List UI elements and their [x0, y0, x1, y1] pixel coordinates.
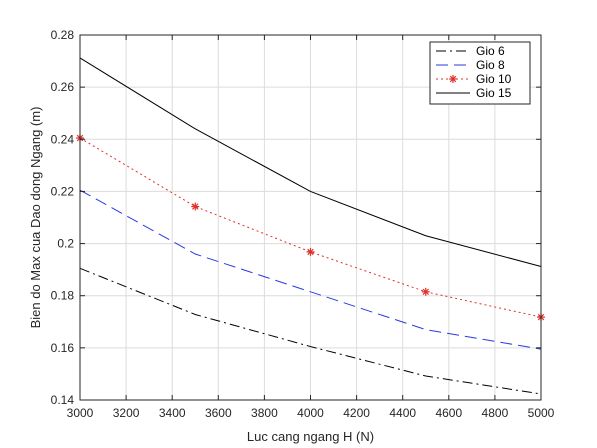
x-tick-label: 4400 — [389, 406, 416, 420]
x-tick-label: 4000 — [297, 406, 324, 420]
x-tick-label: 3200 — [113, 406, 140, 420]
series-line-4 — [79, 57, 542, 267]
x-tick-label: 4800 — [482, 406, 509, 420]
y-tick-label: 0.16 — [51, 341, 75, 355]
y-axis-label: Bien do Max cua Dao dong Ngang (m) — [28, 107, 43, 329]
y-tick-label: 0.22 — [51, 184, 75, 198]
x-tick-label: 3800 — [251, 406, 278, 420]
series-line-2 — [79, 189, 542, 350]
y-tick-label: 0.18 — [51, 289, 75, 303]
legend-label: Gio 8 — [476, 58, 505, 72]
series-line-1 — [79, 267, 542, 395]
x-tick-label: 3600 — [205, 406, 232, 420]
legend-label: Gio 10 — [476, 72, 512, 86]
series-3-point — [191, 202, 200, 211]
legend-label: Gio 15 — [476, 86, 512, 100]
x-tick-label: 3000 — [67, 406, 94, 420]
legend-marker — [449, 75, 457, 83]
x-tick-label: 3400 — [159, 406, 186, 420]
x-tick-label: 4200 — [343, 406, 370, 420]
y-tick-label: 0.2 — [57, 237, 74, 251]
y-tick-label: 0.14 — [51, 393, 75, 407]
legend-label: Gio 6 — [476, 44, 505, 58]
x-tick-label: 4600 — [435, 406, 462, 420]
y-tick-label: 0.28 — [51, 28, 75, 42]
series-3-point — [306, 247, 315, 256]
legend-box — [429, 41, 531, 105]
axis-ticks: 3000 3200 3400 3600 3800 4000 4200 4400 4600 4800… — [51, 28, 555, 420]
x-axis-label: Luc cang ngang H (N) — [247, 429, 374, 444]
x-tick-label: 5000 — [528, 406, 555, 420]
y-tick-label: 0.26 — [51, 80, 75, 94]
series-3-point — [421, 287, 430, 296]
y-tick-label: 0.24 — [51, 132, 75, 146]
